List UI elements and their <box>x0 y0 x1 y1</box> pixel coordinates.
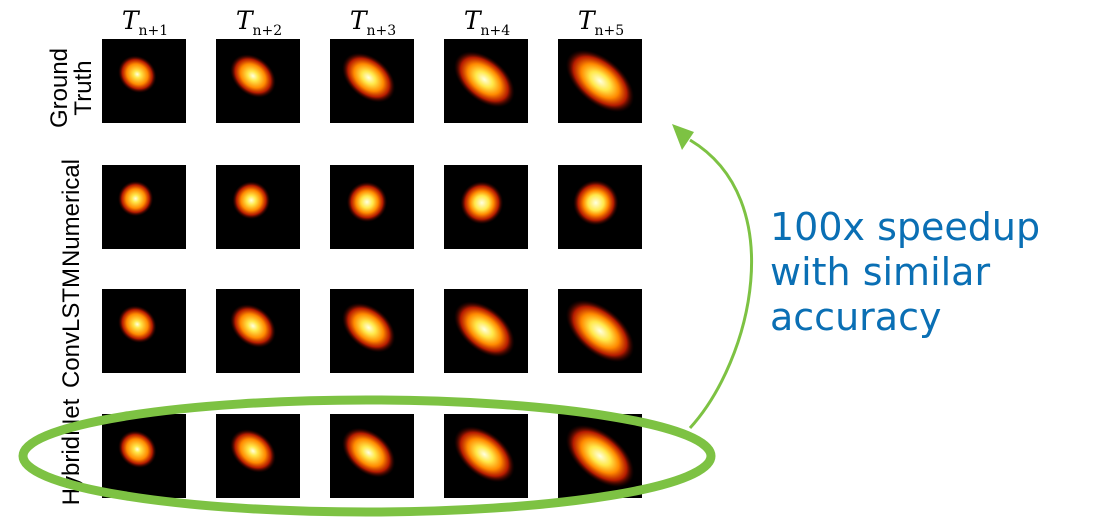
heatmap-cell <box>330 414 414 498</box>
heatmap-cell <box>558 289 642 373</box>
heat-blob <box>453 426 515 483</box>
heatmap-cell <box>444 39 528 123</box>
annotation-line: with similar <box>770 250 991 294</box>
column-header-base: T <box>463 6 481 35</box>
heat-blob <box>453 301 515 358</box>
heatmap-cell <box>216 39 300 123</box>
column-header-base: T <box>577 6 595 35</box>
heat-blob <box>565 299 635 363</box>
heatmap-cell <box>102 414 186 498</box>
heat-blob <box>342 427 396 478</box>
heatmap-cell <box>444 414 528 498</box>
speedup-annotation: 100x speedup with similar accuracy <box>770 205 1040 340</box>
heat-blob <box>565 49 635 113</box>
curved-arrow-line <box>688 138 754 430</box>
heat-blob <box>232 181 271 220</box>
heatmap-cell <box>444 289 528 373</box>
annotation-line: 100x speedup <box>770 205 1041 249</box>
column-header-subscript: n+4 <box>480 23 511 39</box>
column-header-t-n-plus-4: Tn+4 <box>442 6 532 46</box>
heatmap-cell <box>216 414 300 498</box>
heat-blob <box>230 54 276 98</box>
heatmap-cell <box>558 39 642 123</box>
heatmap-cell <box>216 289 300 373</box>
column-header-t-n-plus-2: Tn+2 <box>214 6 304 46</box>
column-header-subscript: n+5 <box>594 23 625 39</box>
heat-blob <box>453 51 515 108</box>
heatmap-cell <box>558 414 642 498</box>
column-header-base: T <box>121 6 139 35</box>
hybridnet-highlight-ellipse <box>18 395 716 517</box>
heat-blob <box>342 52 396 103</box>
column-header-base: T <box>235 6 253 35</box>
column-header-subscript: n+3 <box>366 23 397 39</box>
heat-blob <box>565 424 635 488</box>
column-header-t-n-plus-1: Tn+1 <box>100 6 190 46</box>
heat-blob <box>118 55 157 94</box>
heatmap-cell <box>102 39 186 123</box>
heatmap-cell <box>558 165 642 249</box>
heatmap-cell <box>102 289 186 373</box>
heat-blob <box>342 302 396 353</box>
annotation-line: accuracy <box>770 295 942 339</box>
heatmap-cell <box>444 165 528 249</box>
heatmap-cell <box>216 165 300 249</box>
heatmap-cell <box>102 165 186 249</box>
heat-blob <box>230 429 276 473</box>
column-header-t-n-plus-3: Tn+3 <box>328 6 418 46</box>
heat-blob <box>573 180 619 226</box>
heatmap-cell <box>330 289 414 373</box>
column-header-base: T <box>349 6 367 35</box>
heat-blob <box>460 181 504 225</box>
column-header-subscript: n+1 <box>138 23 169 39</box>
heat-blob <box>118 430 157 469</box>
heat-blob <box>117 180 154 217</box>
arrow-head-icon <box>672 124 694 150</box>
column-header-t-n-plus-5: Tn+5 <box>556 6 646 46</box>
heat-blob <box>118 305 157 344</box>
column-header-subscript: n+2 <box>252 23 283 39</box>
heatmap-cell <box>330 39 414 123</box>
heatmap-cell <box>330 165 414 249</box>
heat-blob <box>230 304 276 348</box>
heat-blob <box>346 181 388 223</box>
